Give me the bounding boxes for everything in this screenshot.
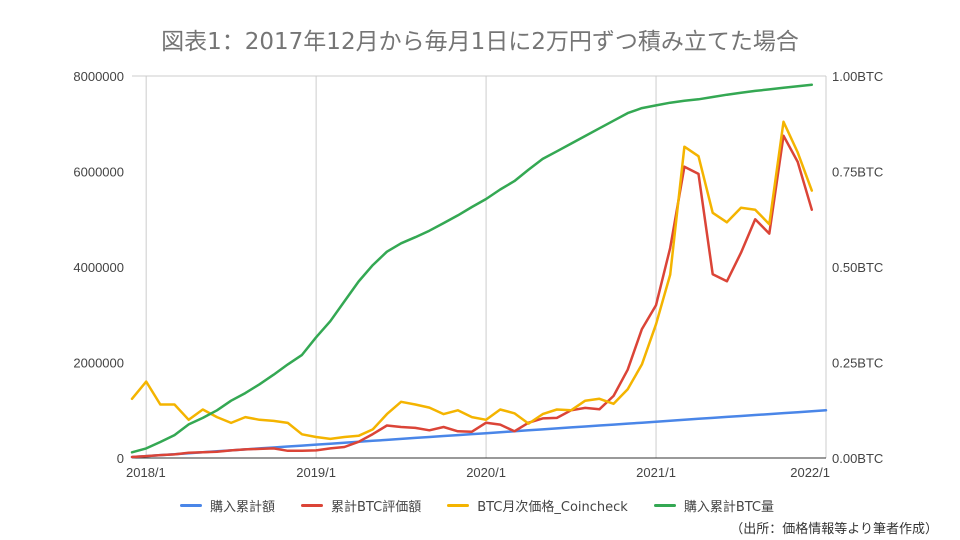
x-axis-labels: 2018/1 2019/1 2020/1 2021/1 2022/1 bbox=[126, 465, 830, 480]
x-tick-label: 2021/1 bbox=[636, 465, 676, 480]
legend-label: 購入累計BTC量 bbox=[683, 500, 775, 515]
legend-swatch bbox=[180, 504, 202, 507]
y-right-tick-label: 0.00BTC bbox=[832, 451, 883, 466]
x-tick-label: 2022/1 bbox=[790, 465, 830, 480]
legend: 購入累計額 累計BTC評価額 BTC月次価格_Coincheck 購入累計BTC量 bbox=[180, 496, 774, 515]
legend-item: 累計BTC評価額 bbox=[301, 496, 421, 515]
source-note: （出所：価格情報等より筆者作成） bbox=[730, 522, 938, 537]
legend-label: 累計BTC評価額 bbox=[331, 500, 422, 515]
series-line bbox=[130, 134, 814, 459]
legend-item: 購入累計BTC量 bbox=[653, 496, 775, 515]
y-right-tick-label: 0.75BTC bbox=[832, 165, 883, 180]
chart-title: 図表1：2017年12月から毎月1日に2万円ずつ積み立てた場合 bbox=[161, 29, 799, 55]
y-left-tick-label: 6000000 bbox=[73, 165, 124, 180]
series-line bbox=[130, 120, 814, 441]
y-left-tick-label: 0 bbox=[117, 451, 124, 466]
series-lines bbox=[130, 83, 828, 459]
y-right-tick-label: 0.25BTC bbox=[832, 356, 883, 371]
y-right-tick-label: 0.50BTC bbox=[832, 260, 883, 275]
legend-swatch bbox=[301, 504, 324, 507]
legend-item: BTC月次価格_Coincheck bbox=[447, 496, 628, 515]
gridlines bbox=[132, 75, 827, 459]
y-left-tick-label: 4000000 bbox=[73, 260, 124, 275]
line-chart: 0 2000000 4000000 6000000 8000000 0.00BTC 0.2… bbox=[73, 69, 883, 480]
y-left-tick-label: 2000000 bbox=[73, 356, 124, 371]
y-left-tick-label: 8000000 bbox=[73, 69, 124, 84]
legend-label: 購入累計額 bbox=[210, 500, 276, 515]
series-line bbox=[130, 83, 814, 454]
right-axis-labels: 0.00BTC 0.25BTC 0.50BTC 0.75BTC 1.00BTC bbox=[832, 69, 883, 466]
left-axis-labels: 0 2000000 4000000 6000000 8000000 bbox=[73, 69, 124, 466]
legend-item: 購入累計額 bbox=[180, 496, 275, 515]
legend-swatch bbox=[653, 504, 676, 507]
x-tick-label: 2019/1 bbox=[296, 465, 336, 480]
legend-label: BTC月次価格_Coincheck bbox=[477, 500, 628, 515]
legend-swatch bbox=[447, 504, 470, 507]
y-right-tick-label: 1.00BTC bbox=[832, 69, 883, 84]
x-tick-label: 2018/1 bbox=[126, 465, 166, 480]
x-tick-label: 2020/1 bbox=[466, 465, 506, 480]
